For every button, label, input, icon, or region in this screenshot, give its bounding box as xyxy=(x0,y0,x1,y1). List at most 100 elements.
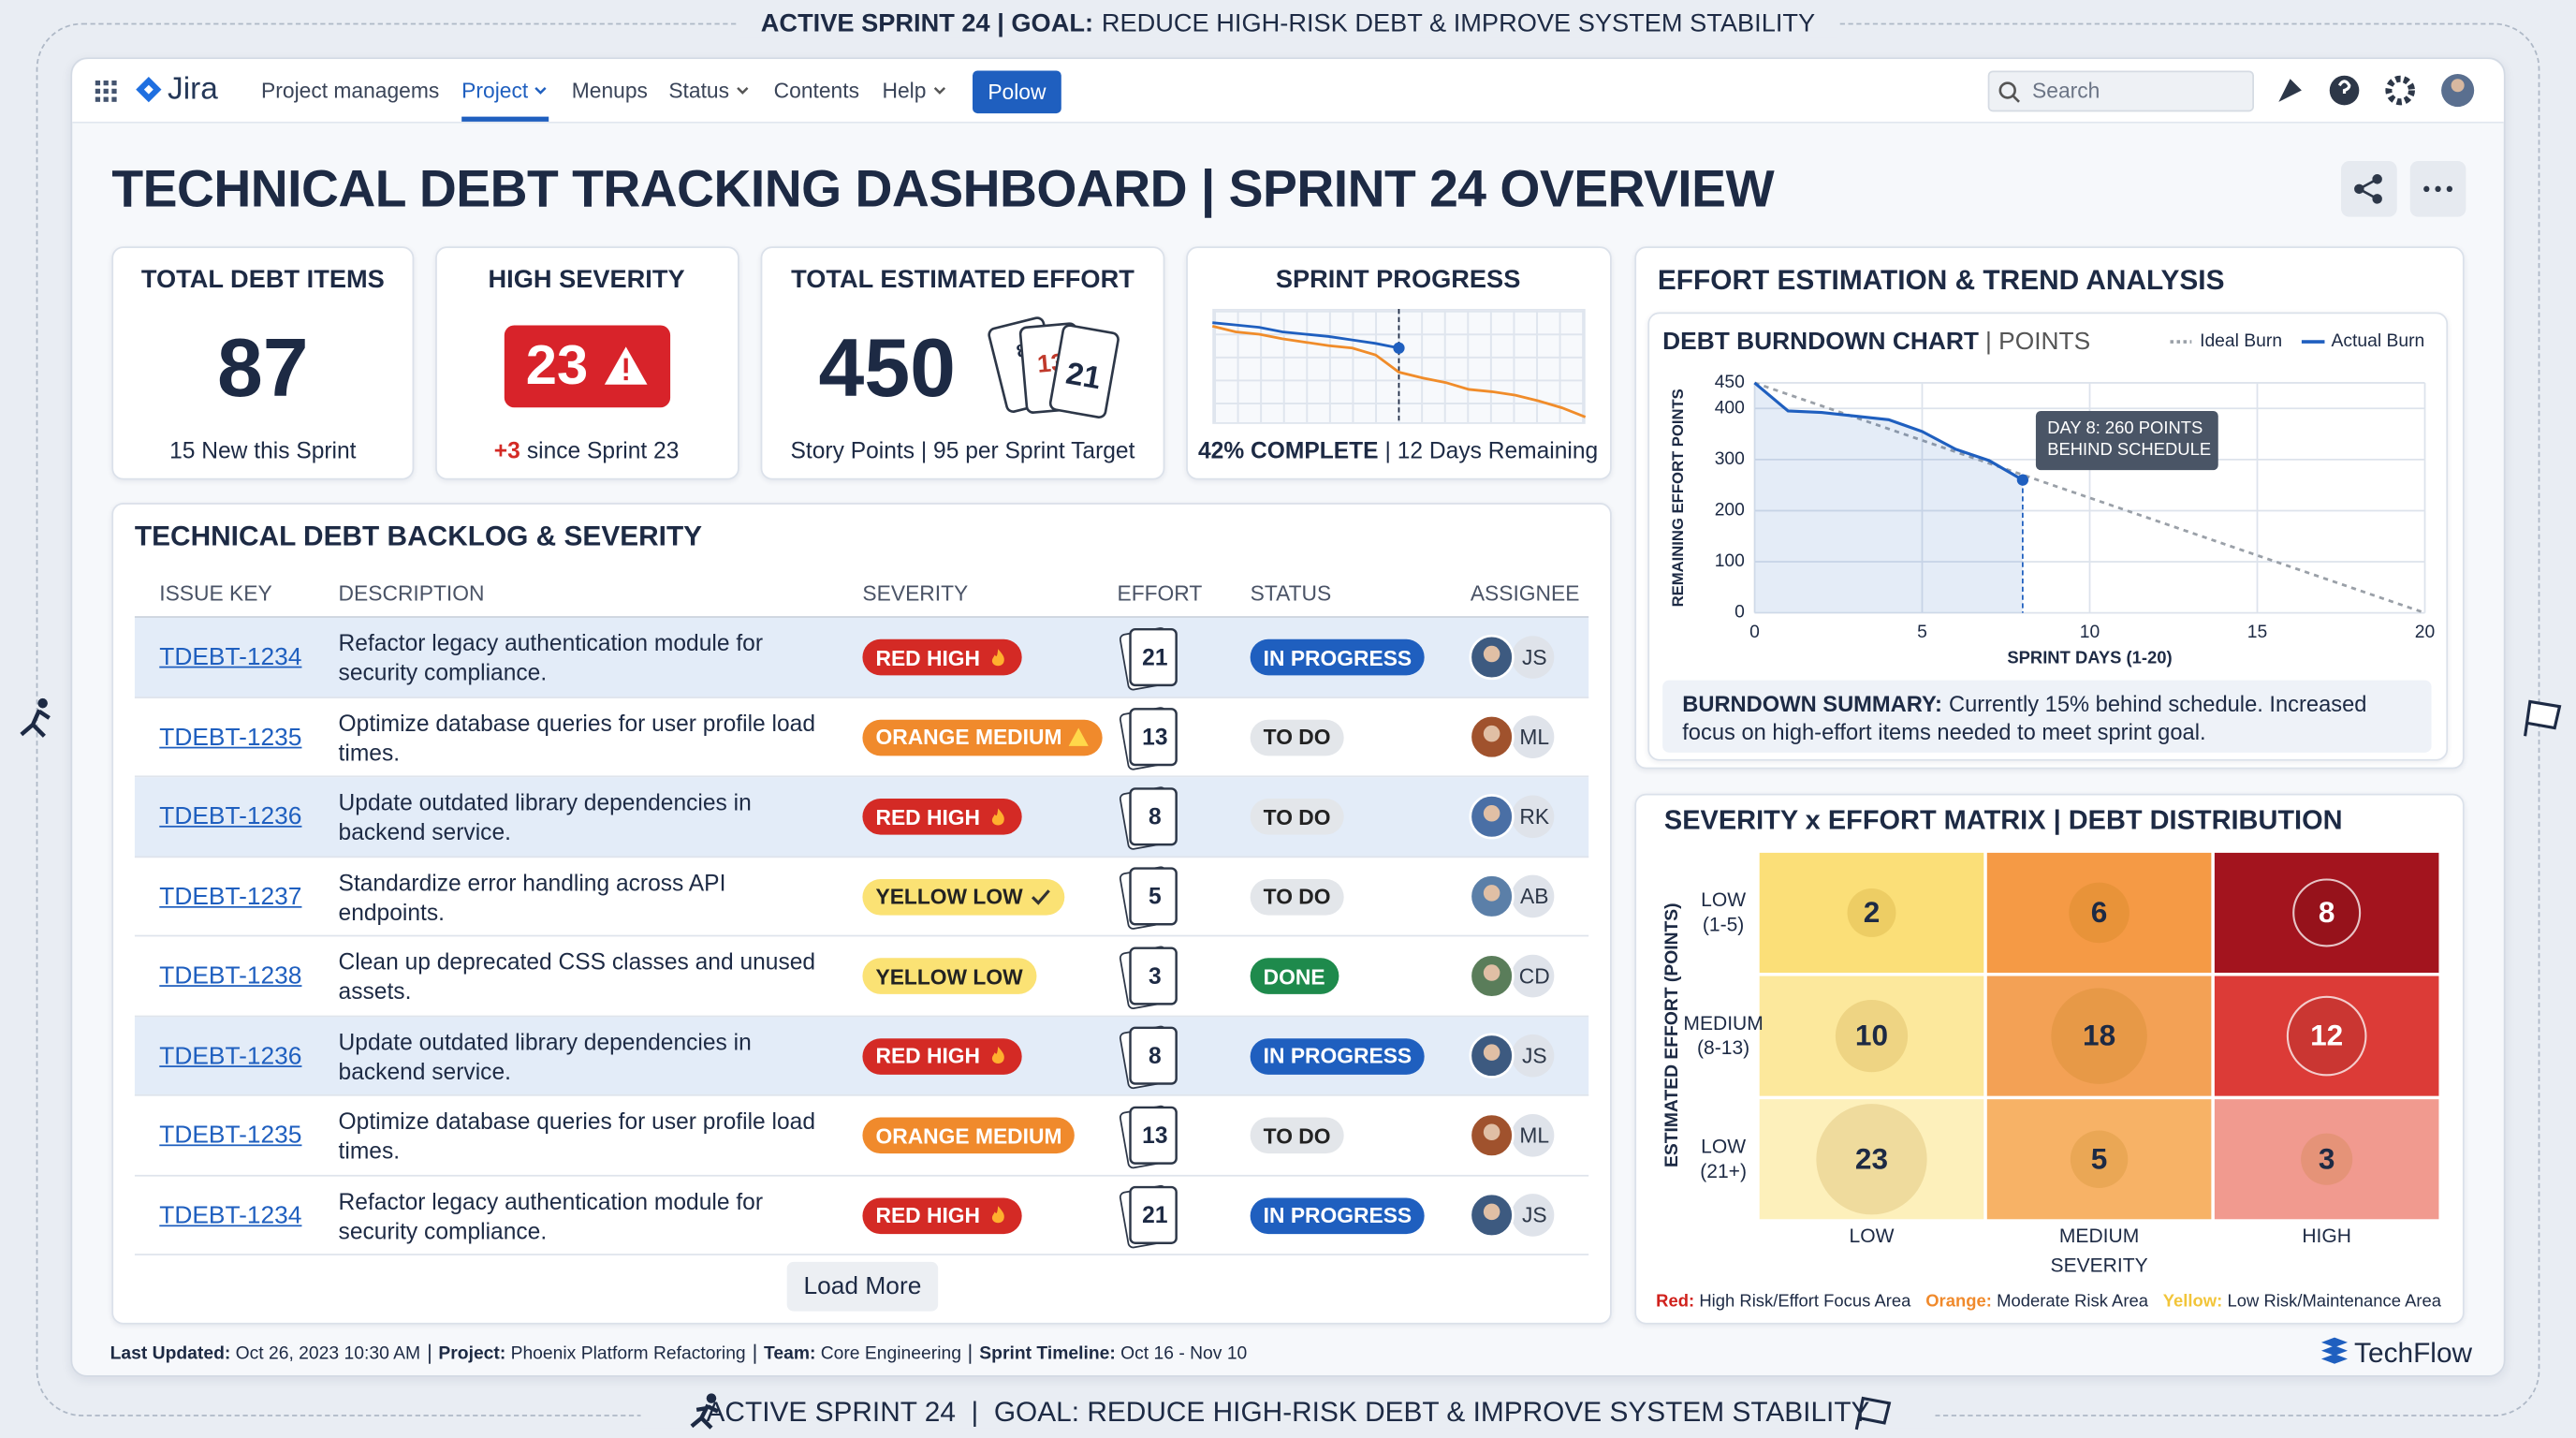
nav-item[interactable]: Status xyxy=(668,78,749,103)
kpi-note: Story Points | 95 per Sprint Target xyxy=(790,436,1135,463)
table-row xyxy=(134,1096,1589,1176)
load-more-button[interactable]: Load More xyxy=(786,1261,939,1312)
chart-title-main: DEBT BURNDOWN CHART xyxy=(1662,328,1979,356)
severity-label: RED HIGH xyxy=(875,1043,981,1068)
more-button[interactable] xyxy=(2409,161,2466,217)
severity-pill: YELLOW LOW xyxy=(862,878,1064,915)
severity-icon xyxy=(991,648,1004,666)
bottom-banner-text: ACTIVE SPRINT 24 | GOAL: REDUCE HIGH-RIS… xyxy=(640,1396,1936,1429)
kpi-value: 450 xyxy=(818,322,956,415)
issue-key[interactable]: TDEBT-1234 xyxy=(159,1200,302,1229)
footer-label: Project: xyxy=(438,1343,506,1364)
load-more-label[interactable]: Load More xyxy=(803,1272,922,1301)
search-placeholder: Search xyxy=(2032,78,2100,103)
status-label: IN PROGRESS xyxy=(1263,1043,1412,1068)
legend-key: Red: xyxy=(1656,1291,1695,1312)
status-label: DONE xyxy=(1263,963,1325,989)
nav-item-label: Contents xyxy=(773,78,860,103)
panel-title: TECHNICAL DEBT BACKLOG & SEVERITY xyxy=(134,521,703,552)
footer-value: Oct 16 - Nov 10 xyxy=(1120,1343,1248,1364)
share-button[interactable] xyxy=(2341,161,2397,217)
column-header: SEVERITY xyxy=(862,580,969,606)
status-pill: TO DO xyxy=(1250,878,1344,915)
jira-wordmark: Jira xyxy=(168,72,218,108)
table-row xyxy=(134,1176,1589,1255)
burndown-summary: BURNDOWN SUMMARY: Currently 15% behind sc… xyxy=(1662,680,2432,753)
issue-key[interactable]: TDEBT-1234 xyxy=(159,643,302,671)
chevron xyxy=(535,86,548,95)
nav-item[interactable]: Menups xyxy=(572,78,648,102)
issue-description: Update outdated library dependencies in … xyxy=(338,788,752,845)
footer-label: Last Updated: xyxy=(110,1343,231,1364)
nav-item[interactable]: Contents xyxy=(774,78,859,102)
severity-pill: RED HIGH xyxy=(862,1037,1021,1074)
nav-item[interactable]: Project managems xyxy=(261,78,439,102)
footer-item: Last Updated: Oct 26, 2023 10:30 AM xyxy=(110,1344,420,1364)
column-header: EFFORT xyxy=(1117,580,1203,606)
legend-text: Low Risk/Maintenance Area xyxy=(2227,1291,2441,1312)
legend-key: Orange: xyxy=(1925,1291,1992,1312)
issue-description: Refactor legacy authentication module fo… xyxy=(338,1187,764,1243)
matrix-legend: Red: High Risk/Effort Focus Area Orange: Mo… xyxy=(1656,1292,2441,1312)
nav-item[interactable]: Help xyxy=(882,78,945,103)
issue-key[interactable]: TDEBT-1238 xyxy=(159,961,302,990)
severity-pill: YELLOW LOW xyxy=(862,958,1036,994)
footer: Last Updated: Oct 26, 2023 10:30 AM Projec… xyxy=(110,1343,1248,1364)
issue-key[interactable]: TDEBT-1235 xyxy=(159,723,302,752)
kpi-note-text: | 12 Days Remaining xyxy=(1384,436,1599,463)
fire-icon xyxy=(991,1047,1004,1064)
top-banner-text: ACTIVE SPRINT 24 | GOAL: REDUCE HIGH-RISK… xyxy=(738,9,1838,38)
kpi-value: 87 xyxy=(217,322,309,415)
fire-icon xyxy=(991,807,1004,825)
chevron-path xyxy=(933,86,945,95)
kpi-strong: 42% COMPLETE xyxy=(1197,436,1379,463)
kpi-label: HIGH SEVERITY xyxy=(488,266,685,295)
status-pill: IN PROGRESS xyxy=(1250,1037,1426,1074)
column-header: STATUS xyxy=(1250,580,1332,606)
fire-icon xyxy=(991,1206,1004,1224)
severity-icon xyxy=(991,807,1004,825)
nav-button[interactable]: Polow xyxy=(973,70,1061,114)
issue-description: Optimize database queries for user profi… xyxy=(338,709,816,765)
matrix-panel xyxy=(1634,793,2465,1325)
nav-item-label: Status xyxy=(668,78,730,103)
footer-item: Sprint Timeline: Oct 16 - Nov 10 xyxy=(969,1343,1248,1364)
check-icon xyxy=(1031,889,1050,905)
nav-button-label[interactable]: Polow xyxy=(988,80,1046,105)
status-label: IN PROGRESS xyxy=(1263,644,1412,670)
column-header: ISSUE KEY xyxy=(159,580,272,606)
severity-label: RED HIGH xyxy=(875,644,981,670)
severity-pill: ORANGE MEDIUM xyxy=(862,718,1104,756)
issue-key[interactable]: TDEBT-1236 xyxy=(159,802,302,831)
nav-active-underline xyxy=(461,116,549,121)
mini-chart-grid xyxy=(1212,308,1586,424)
issue-key[interactable]: TDEBT-1236 xyxy=(159,1041,302,1070)
issue-key[interactable]: TDEBT-1237 xyxy=(159,882,302,911)
chevron-path xyxy=(736,86,749,95)
footer-value: Core Engineering xyxy=(820,1343,961,1364)
issue-key[interactable]: TDEBT-1235 xyxy=(159,1121,302,1150)
chart-subtitle: | POINTS xyxy=(1985,328,2091,356)
severity-label: YELLOW LOW xyxy=(875,963,1023,989)
search-box[interactable] xyxy=(1987,70,2254,112)
issue-description: Refactor legacy authentication module fo… xyxy=(338,629,764,685)
kpi-label: TOTAL ESTIMATED EFFORT xyxy=(791,266,1134,295)
severity-pill: RED HIGH xyxy=(862,798,1021,835)
table-row xyxy=(134,697,1589,778)
severity-label: YELLOW LOW xyxy=(875,884,1023,909)
severity-pill: RED HIGH xyxy=(862,638,1021,676)
footer-value: Phoenix Platform Refactoring xyxy=(510,1343,746,1364)
status-label: IN PROGRESS xyxy=(1263,1202,1412,1228)
severity-label: RED HIGH xyxy=(875,1202,981,1228)
legend-item: Orange: Moderate Risk Area xyxy=(1925,1292,2148,1312)
kpi-label: SPRINT PROGRESS xyxy=(1275,266,1521,295)
severity-icon xyxy=(991,1047,1004,1064)
footer-label: Sprint Timeline: xyxy=(979,1343,1116,1364)
banner-lead: ACTIVE SPRINT 24 | GOAL: xyxy=(760,9,1094,38)
chevron-path xyxy=(535,86,548,95)
kpi-delta: +3 xyxy=(493,436,520,463)
issue-description: Update outdated library dependencies in … xyxy=(338,1027,752,1084)
nav-item[interactable]: Project xyxy=(461,78,548,103)
status-pill: DONE xyxy=(1250,958,1339,994)
